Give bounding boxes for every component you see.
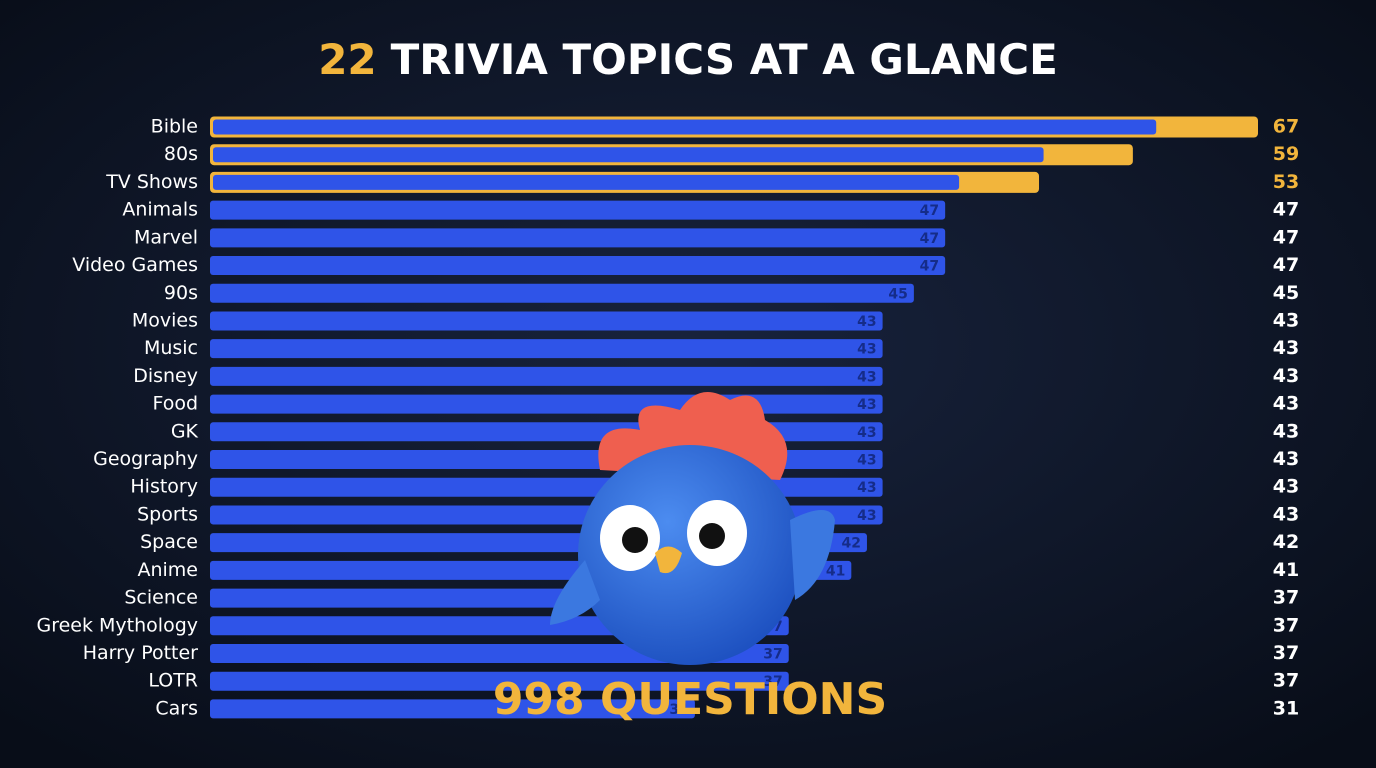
bar [210,228,946,248]
bar-inner-label: 43 [857,342,876,358]
value-label: 47 [1273,199,1299,221]
bar-inner-label: 43 [857,508,876,524]
bar-inner-label: 45 [888,286,907,302]
value-label: 43 [1273,393,1299,415]
value-label: 45 [1273,282,1299,304]
value-label: 59 [1273,143,1299,165]
value-label: 37 [1273,642,1299,664]
value-label: 43 [1273,365,1299,387]
bar-inner-label: 31 [669,702,688,718]
category-label: LOTR [148,670,198,692]
bar-inner-label: 43 [857,480,876,496]
category-label: 90s [164,282,198,304]
chart-title: 22 TRIVIA TOPICS AT A GLANCE [318,35,1058,84]
category-label: Cars [155,697,198,719]
bar-inner-label: 43 [857,369,876,385]
value-label: 41 [1273,559,1299,581]
value-label: 31 [1273,697,1299,719]
bar-inner-label: 47 [920,259,939,275]
title-highlight: 22 [318,35,376,84]
value-label: 37 [1273,614,1299,636]
value-label: 67 [1273,116,1299,138]
category-label: Music [144,337,198,359]
bar-inner-label: 43 [857,397,876,413]
bar [210,200,946,220]
bar-inner [213,119,1157,135]
title-text: TRIVIA TOPICS AT A GLANCE [391,35,1058,84]
category-label: Harry Potter [83,642,198,664]
bar-inner-label: 42 [841,536,860,552]
category-label: Greek Mythology [37,614,199,636]
bar [210,339,883,359]
bar-inner-label: 43 [857,314,876,330]
category-label: Animals [122,199,198,221]
bar [210,671,789,691]
value-label: 43 [1273,337,1299,359]
category-label: Video Games [72,254,198,276]
bar-inner-label: 43 [857,453,876,469]
value-label: 43 [1273,309,1299,331]
bar-inner-label: 37 [763,646,782,662]
bar [210,366,883,386]
category-label: Anime [137,559,198,581]
value-label: 43 [1273,476,1299,498]
value-label: 47 [1273,254,1299,276]
value-label: 47 [1273,226,1299,248]
bar [210,699,695,719]
bar [210,394,883,414]
bar-inner [213,174,960,190]
category-label: Science [124,587,198,609]
value-label: 37 [1273,670,1299,692]
bar-inner-label: 47 [920,203,939,219]
category-label: Geography [93,448,198,470]
footer-total: 998 QUESTIONS [493,674,887,725]
bar [210,256,946,276]
category-label: Disney [133,365,198,387]
category-label: Space [140,531,198,553]
bar-inner-label: 47 [920,231,939,247]
category-label: History [130,476,198,498]
category-label: Movies [132,309,198,331]
bar-inner-label: 43 [857,425,876,441]
category-label: GK [171,420,199,442]
value-label: 43 [1273,420,1299,442]
category-label: Food [152,393,198,415]
value-label: 43 [1273,503,1299,525]
value-label: 37 [1273,587,1299,609]
bar [210,311,883,331]
category-label: Sports [137,503,198,525]
bar-inner-label: 37 [763,674,782,690]
value-label: 53 [1273,171,1299,193]
category-label: Bible [151,116,198,138]
category-label: Marvel [134,226,198,248]
category-label: 80s [164,143,198,165]
value-label: 42 [1273,531,1299,553]
mascot [550,392,835,665]
category-label: TV Shows [105,171,198,193]
bar [210,283,914,303]
bar-inner [213,147,1044,163]
value-label: 43 [1273,448,1299,470]
bar-inner-label: 41 [826,563,845,579]
